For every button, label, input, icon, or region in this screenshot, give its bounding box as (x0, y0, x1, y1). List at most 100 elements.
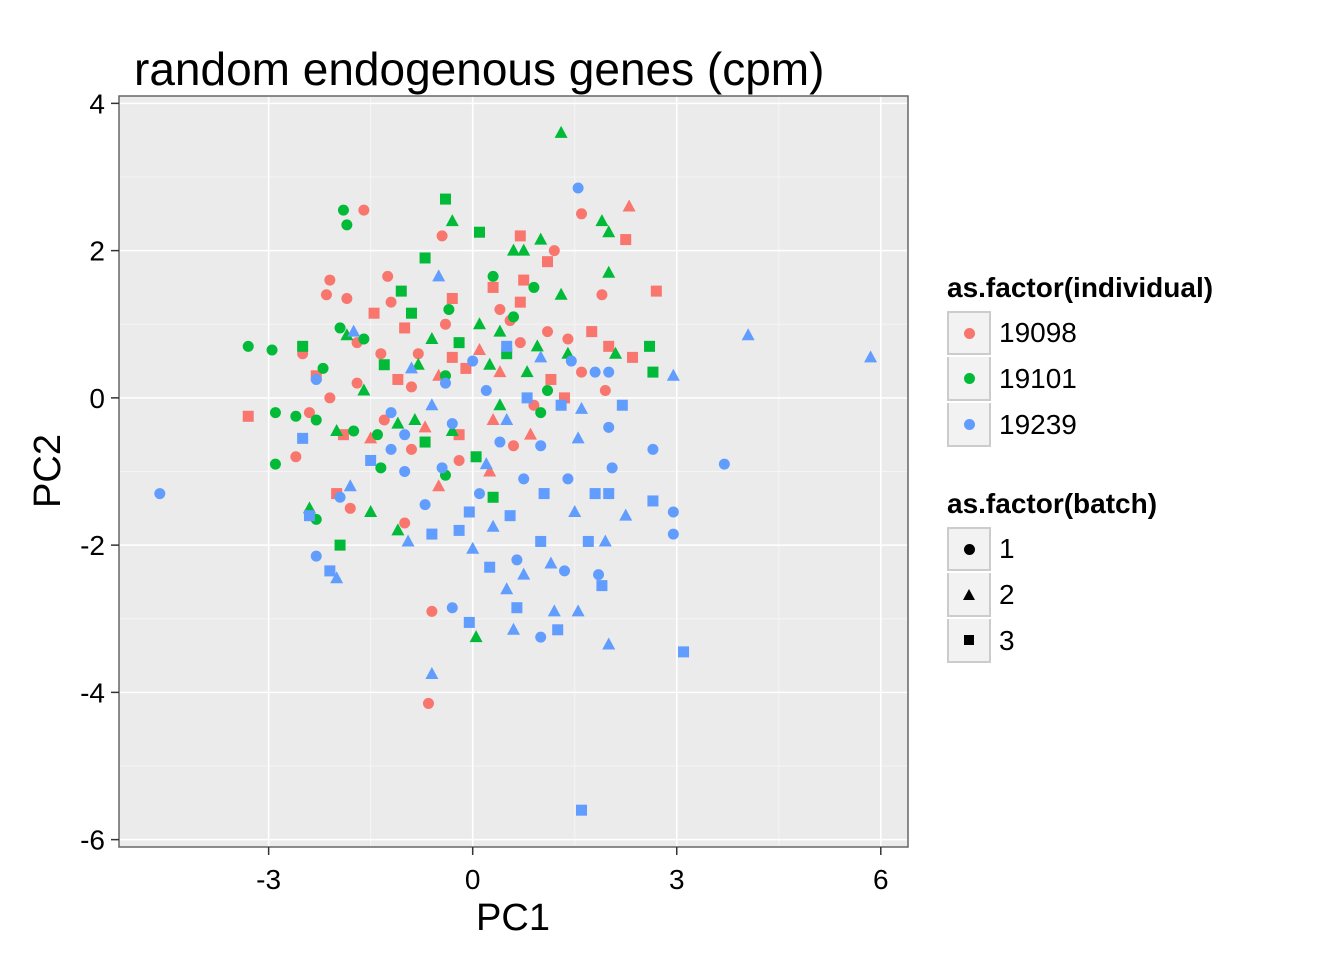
color-swatch (963, 372, 975, 384)
data-point-triangle (486, 519, 500, 532)
data-point-triangle (530, 339, 544, 352)
data-point-square (535, 535, 547, 547)
data-point-circle (494, 304, 506, 316)
data-point-triangle (466, 541, 480, 554)
data-point-triangle (425, 398, 439, 411)
data-point-square (453, 337, 465, 349)
data-point-circle (467, 355, 479, 367)
data-point-square (446, 351, 458, 363)
data-point-triangle (602, 637, 616, 650)
data-point-triangle (472, 317, 486, 330)
data-point-square (368, 307, 380, 319)
data-point-circle (310, 414, 322, 426)
data-point-circle (518, 473, 530, 485)
data-point-square (337, 429, 349, 441)
data-point-square (419, 436, 431, 448)
data-point-circle (603, 421, 615, 433)
data-point-square (552, 624, 564, 636)
legend-item: 19101 (947, 356, 1213, 402)
data-point-square (426, 528, 438, 540)
data-point-triangle (517, 567, 531, 580)
data-point-circle (405, 443, 417, 455)
data-point-triangle (547, 604, 561, 617)
data-point-square (484, 561, 496, 573)
data-point-circle (375, 462, 387, 474)
data-point-circle (599, 385, 611, 397)
data-point-square (463, 506, 475, 518)
data-point-square (334, 539, 346, 551)
data-point-circle (446, 418, 458, 430)
square-shape (964, 635, 974, 645)
data-point-circle (535, 440, 547, 452)
data-point-square (242, 410, 254, 422)
data-point-square (439, 193, 451, 205)
legend-key (947, 357, 991, 401)
data-point-triangle (483, 464, 497, 477)
data-point-square (392, 373, 404, 385)
data-point-circle (473, 488, 485, 500)
data-point-circle (718, 458, 730, 470)
legend-item: 3 (947, 618, 1157, 664)
data-point-circle (324, 274, 336, 286)
data-point-square (603, 340, 615, 352)
data-point-circle (647, 443, 659, 455)
data-point-triangle (602, 265, 616, 278)
y-tick-label: 0 (89, 383, 105, 414)
data-point-triangle (741, 328, 755, 341)
data-point-circle (562, 473, 574, 485)
y-tick-label: 2 (89, 236, 105, 267)
data-point-circle (334, 491, 346, 503)
data-point-circle (378, 414, 390, 426)
data-point-circle (565, 355, 577, 367)
data-point-square (582, 535, 594, 547)
y-axis-title: PC2 (27, 434, 69, 508)
data-point-square (297, 340, 309, 352)
data-point-triangle (357, 383, 371, 396)
data-point-triangle (622, 199, 636, 212)
data-point-circle (494, 436, 506, 448)
data-point-circle (344, 502, 356, 514)
data-point-triangle (364, 431, 378, 444)
data-point-circle (535, 631, 547, 643)
data-point-circle (310, 373, 322, 385)
data-point-square (453, 429, 465, 441)
data-point-triangle (483, 357, 497, 370)
data-point-square (405, 307, 417, 319)
data-point-triangle (432, 269, 446, 282)
legend-key (947, 527, 991, 571)
data-point-circle (310, 550, 322, 562)
data-point-circle (542, 326, 554, 338)
y-tick-label: -4 (80, 677, 105, 708)
legend-item: 2 (947, 572, 1157, 618)
legend-item: 19098 (947, 310, 1213, 356)
data-point-square (378, 359, 390, 371)
data-point-triangle (445, 424, 459, 437)
data-point-square (518, 274, 530, 286)
data-point-square (399, 322, 411, 334)
legend-key (947, 311, 991, 355)
data-point-circle (405, 381, 417, 393)
data-point-triangle (340, 328, 354, 341)
data-point-triangle (404, 361, 418, 374)
chart-title: random endogenous genes (cpm) (134, 43, 825, 95)
data-point-triangle (425, 331, 439, 344)
data-point-circle (508, 440, 519, 452)
data-point-triangle (445, 214, 459, 227)
data-point-square (460, 362, 472, 374)
data-point-circle (422, 697, 434, 709)
data-point-triangle (418, 420, 432, 433)
data-point-circle (412, 348, 424, 360)
data-point-circle (606, 462, 618, 474)
data-point-circle (419, 499, 431, 511)
data-point-circle (528, 281, 540, 293)
data-point-circle (334, 322, 346, 334)
data-point-circle (341, 292, 353, 304)
data-point-circle (511, 554, 523, 566)
y-tick-label: -2 (80, 530, 105, 561)
data-points (154, 125, 878, 816)
data-point-circle (548, 245, 560, 257)
data-point-square (303, 510, 315, 522)
data-point-triangle (507, 622, 520, 635)
data-point-triangle (432, 479, 446, 492)
